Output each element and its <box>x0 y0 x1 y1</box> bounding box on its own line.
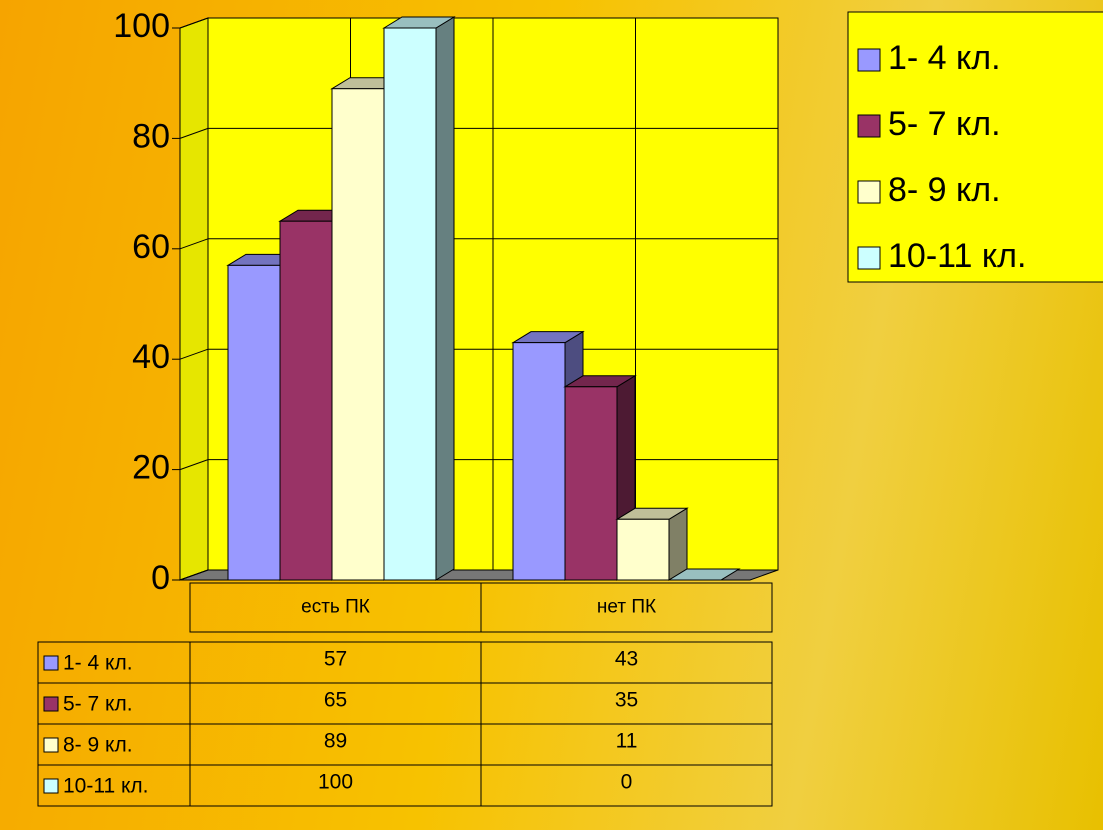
y-tick-label: 60 <box>132 228 170 266</box>
table-value: 11 <box>616 730 638 753</box>
legend-label: 8- 9 кл. <box>888 171 1001 209</box>
legend-key <box>857 180 881 204</box>
y-tick-label: 80 <box>132 117 170 155</box>
y-tick-label: 100 <box>113 7 170 45</box>
table-key <box>43 778 59 794</box>
bar-side <box>435 16 455 581</box>
y-tick-label: 40 <box>132 338 170 376</box>
table-value: 35 <box>615 689 638 712</box>
bar <box>383 27 437 581</box>
grid-line <box>179 569 209 581</box>
table-key <box>43 737 59 753</box>
grid-line <box>179 348 209 360</box>
legend-key <box>857 114 881 138</box>
bar-top <box>667 568 741 581</box>
table-value: 100 <box>318 771 353 794</box>
bar-side <box>668 507 688 581</box>
y-tick-label: 20 <box>132 449 170 487</box>
grid-line <box>179 459 209 471</box>
table-header-label: есть ПК <box>301 597 370 618</box>
bar <box>331 88 385 581</box>
table-key <box>43 655 59 671</box>
table-cell <box>480 764 773 807</box>
table-row-label: 1- 4 кл. <box>63 652 133 675</box>
side-wall <box>179 17 209 581</box>
legend-box <box>847 11 1103 283</box>
bar <box>564 386 618 581</box>
grid-line <box>179 127 209 139</box>
table-row-label: 8- 9 кл. <box>63 734 133 757</box>
table-value: 65 <box>324 689 347 712</box>
table-value: 57 <box>324 648 347 671</box>
legend-label: 5- 7 кл. <box>888 105 1001 143</box>
legend-key <box>857 48 881 72</box>
table-value: 0 <box>621 771 633 794</box>
bar <box>512 342 566 581</box>
legend-key <box>857 246 881 270</box>
table-header-label: нет ПК <box>597 597 656 618</box>
table-cell <box>480 582 773 633</box>
legend-label: 1- 4 кл. <box>888 39 1001 77</box>
grid-line <box>179 238 209 250</box>
bar <box>616 518 670 581</box>
table-row-label: 10-11 кл. <box>63 775 149 798</box>
legend-label: 10-11 кл. <box>888 237 1026 275</box>
y-tick-label: 0 <box>151 559 170 597</box>
table-row-label: 5- 7 кл. <box>63 693 133 716</box>
grid-line <box>179 17 209 29</box>
bar <box>279 220 333 581</box>
bar <box>227 264 281 581</box>
table-key <box>43 696 59 712</box>
table-value: 89 <box>324 730 347 753</box>
table-value: 43 <box>615 648 638 671</box>
